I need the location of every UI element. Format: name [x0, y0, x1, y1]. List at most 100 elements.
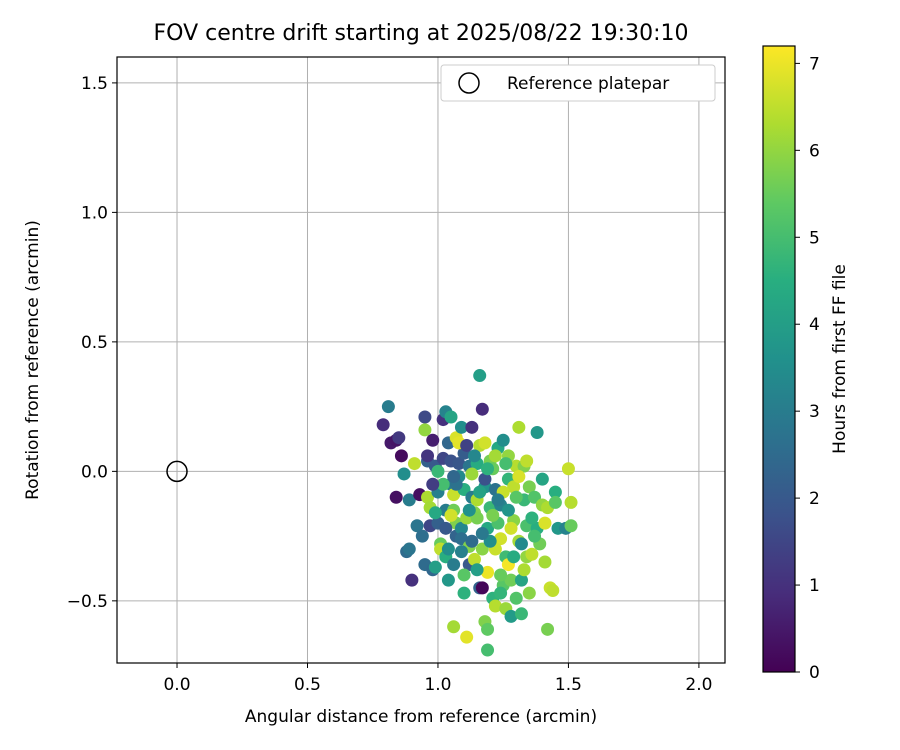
data-point — [481, 643, 495, 657]
data-point — [486, 508, 500, 522]
data-point — [535, 472, 549, 486]
data-point — [507, 550, 521, 564]
data-point — [447, 620, 461, 634]
data-point — [457, 586, 471, 600]
x-tick-label: 1.5 — [555, 675, 582, 695]
data-point — [441, 573, 455, 587]
colorbar-tick-label: 4 — [809, 315, 820, 335]
data-point — [444, 508, 458, 522]
data-point — [397, 467, 411, 481]
data-point — [447, 470, 461, 484]
data-point — [394, 449, 408, 463]
y-tick-label: 1.5 — [81, 74, 108, 94]
data-point — [478, 472, 492, 486]
data-point — [436, 477, 450, 491]
data-point — [561, 462, 575, 476]
data-point — [528, 529, 542, 543]
data-point — [494, 532, 508, 546]
data-point — [546, 583, 560, 597]
data-point — [512, 470, 526, 484]
data-point — [548, 495, 562, 509]
data-point — [481, 462, 495, 476]
legend-label: Reference platepar — [507, 74, 669, 94]
data-point — [504, 609, 518, 623]
data-point — [473, 485, 487, 499]
data-point — [481, 565, 495, 579]
data-point — [467, 449, 481, 463]
reference-platepar-marker — [166, 460, 188, 483]
data-point — [541, 622, 555, 636]
x-tick-label: 0.0 — [163, 675, 190, 695]
data-point — [447, 488, 461, 502]
data-point — [530, 426, 544, 440]
colorbar-tick-label: 3 — [809, 402, 820, 422]
data-point — [504, 573, 518, 587]
data-point — [421, 449, 435, 463]
data-point — [517, 563, 531, 577]
legend: Reference platepar — [440, 64, 716, 102]
data-point — [470, 563, 484, 577]
data-point — [509, 591, 523, 605]
data-point — [447, 558, 461, 572]
data-point — [392, 431, 406, 445]
data-point — [494, 568, 508, 582]
y-tick-label: 1.0 — [81, 203, 108, 223]
data-point — [389, 490, 403, 504]
colorbar-ticks: 0 1 2 3 4 5 6 7 — [795, 54, 820, 683]
data-point — [460, 438, 474, 452]
colorbar: 0 1 2 3 4 5 6 7 Hours from first FF file — [762, 45, 850, 683]
data-point — [402, 542, 416, 556]
data-point — [454, 521, 468, 535]
data-point — [494, 586, 508, 600]
data-point — [381, 400, 395, 414]
data-point — [522, 586, 536, 600]
colorbar-tick-label: 5 — [809, 228, 820, 248]
data-point — [426, 477, 440, 491]
data-point — [421, 490, 435, 504]
colorbar-tick-label: 7 — [809, 54, 820, 74]
data-point — [431, 464, 445, 478]
data-point — [428, 560, 442, 574]
data-point — [478, 436, 492, 450]
data-point — [439, 521, 453, 535]
colorbar-tick-label: 6 — [809, 141, 820, 161]
y-axis-label: Rotation from reference (arcmin) — [23, 220, 43, 500]
data-point — [415, 529, 429, 543]
data-point — [496, 433, 510, 447]
data-point — [488, 449, 502, 463]
data-point — [444, 410, 458, 424]
data-point — [441, 542, 455, 556]
x-axis-ticks: 0.0 0.5 1.0 1.5 2.0 — [163, 663, 712, 695]
colorbar-label: Hours from first FF file — [830, 264, 850, 454]
grid-lines — [117, 57, 725, 663]
data-point — [522, 480, 536, 494]
colorbar-gradient — [762, 45, 796, 673]
chart-title: FOV centre drift starting at 2025/08/22 … — [154, 21, 689, 46]
data-point — [475, 402, 489, 416]
legend-box — [440, 64, 716, 102]
data-point — [460, 630, 474, 644]
x-tick-label: 0.5 — [294, 675, 321, 695]
legend-marker-icon — [458, 72, 480, 94]
data-point — [426, 433, 440, 447]
data-point — [454, 420, 468, 434]
data-point — [514, 573, 528, 587]
data-point — [520, 454, 534, 468]
data-point — [501, 503, 515, 517]
data-point — [418, 423, 432, 437]
data-point — [475, 527, 489, 541]
x-axis-label: Angular distance from reference (arcmin) — [245, 707, 597, 727]
data-point — [509, 490, 523, 504]
data-point — [512, 420, 526, 434]
data-point — [410, 519, 424, 533]
data-point — [428, 506, 442, 520]
data-point — [473, 369, 487, 383]
data-point — [405, 573, 419, 587]
data-point — [525, 511, 539, 525]
y-tick-label: −0.5 — [67, 592, 108, 612]
data-point — [525, 547, 539, 561]
data-point — [504, 521, 518, 535]
data-point — [491, 493, 505, 507]
data-point — [402, 493, 416, 507]
